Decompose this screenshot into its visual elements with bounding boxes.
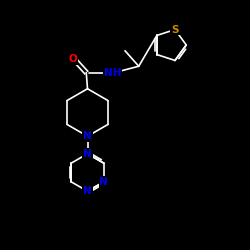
Text: O: O xyxy=(68,54,77,64)
Text: N: N xyxy=(83,131,92,141)
Text: NH: NH xyxy=(104,68,121,78)
Text: N: N xyxy=(83,186,92,196)
Text: S: S xyxy=(171,24,179,34)
Text: N: N xyxy=(83,149,92,159)
Text: N: N xyxy=(99,177,108,187)
